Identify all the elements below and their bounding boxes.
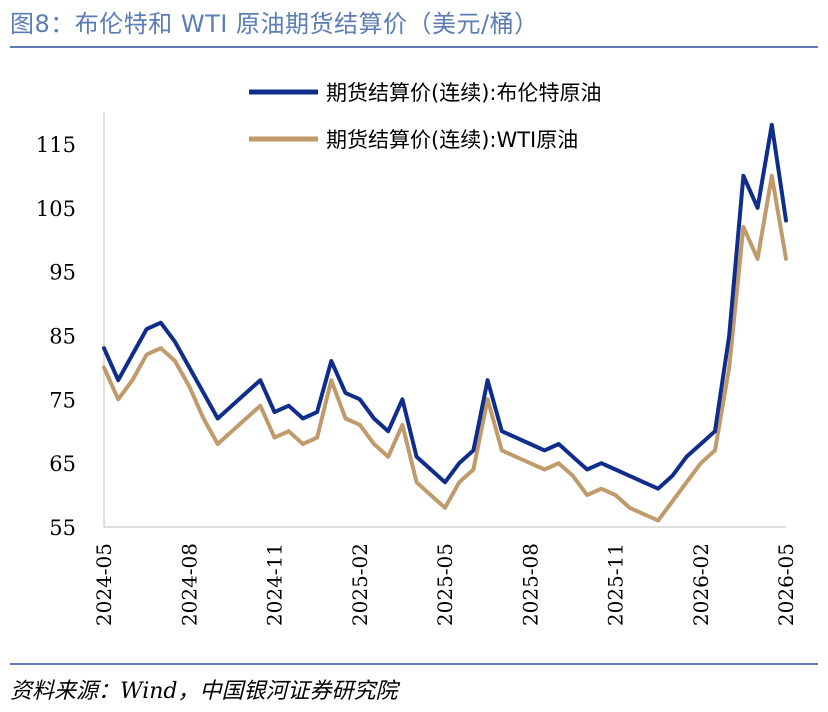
x-tick-label: 2026-05 [774, 543, 798, 626]
y-tick-label: 75 [49, 388, 76, 412]
y-tick-label: 55 [49, 516, 76, 540]
title-rule [10, 46, 818, 48]
y-tick-label: 115 [36, 133, 76, 157]
y-tick-label: 105 [36, 197, 76, 221]
y-tick-label: 95 [49, 261, 76, 285]
x-tick-label: 2024-08 [177, 543, 201, 626]
y-axis: 55 65 75 85 95 105 115 [36, 112, 105, 540]
x-tick-label: 2024-05 [92, 543, 116, 626]
legend-label: 期货结算价(连续):布伦特原油 [326, 81, 601, 105]
x-tick-label: 2025-11 [604, 543, 628, 626]
source-rule [10, 663, 818, 665]
x-tick-label: 2026-02 [689, 543, 713, 626]
x-tick-label: 2025-05 [433, 543, 457, 626]
source-note: 资料来源：Wind，中国银河证券研究院 [10, 679, 398, 704]
series-line-wti [102, 173, 788, 523]
figure-title: 图8：布伦特和 WTI 原油期货结算价（美元/桶） [10, 10, 539, 38]
legend-label: 期货结算价(连续):WTI原油 [326, 128, 578, 152]
x-tick-label: 2025-08 [518, 543, 542, 626]
y-tick-label: 65 [49, 452, 76, 476]
y-tick-label: 85 [49, 324, 76, 348]
series-layer [102, 122, 788, 523]
x-axis: 2024-05 2024-08 2024-11 2025-02 2025-05 2025-… [92, 526, 798, 626]
series-line-brent [102, 122, 788, 491]
x-tick-label: 2025-02 [348, 543, 372, 626]
x-tick-label: 2024-11 [263, 543, 287, 626]
